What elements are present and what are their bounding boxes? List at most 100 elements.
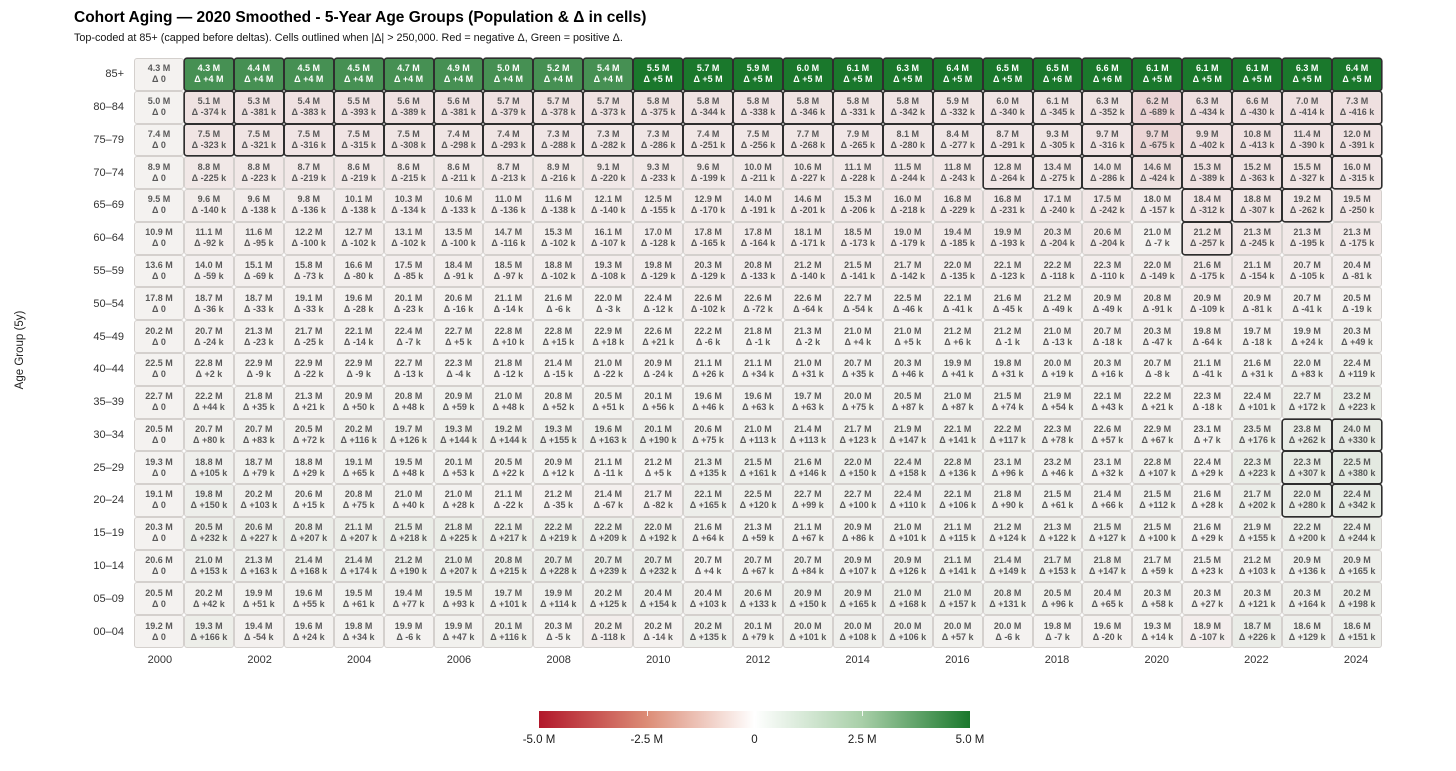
cell-delta: Δ +63 k [792,402,824,413]
cell-population: 21.7 M [644,489,672,500]
colorbar-tick-label: 0 [751,734,758,746]
cell-delta: Δ +64 k [692,533,724,544]
cell-population: 5.9 M [746,63,770,74]
cell-delta: Δ -689 k [1140,107,1175,118]
cell-delta: Δ +101 k [889,533,927,544]
cell-delta: Δ -286 k [1090,172,1125,183]
cell-population: 20.5 M [594,391,622,402]
cell-delta: Δ +4 M [244,74,274,85]
cell-delta: Δ +5 k [445,336,472,347]
cell-delta: Δ -316 k [1090,139,1125,150]
cell-delta: Δ -1 k [995,336,1020,347]
cell-delta: Δ -14 k [343,336,374,347]
cell-delta: Δ +67 k [742,566,774,577]
cell-delta: Δ -138 k [541,205,576,216]
cell-delta: Δ -251 k [690,139,726,150]
cell-population: 21.1 M [594,456,622,467]
cell-population: 20.9 M [844,522,872,533]
cell-delta: Δ -240 k [1040,205,1075,216]
cell-population: 6.1 M [1046,96,1069,107]
cell-delta: Δ +99 k [792,500,824,511]
cell-population: 7.7 M [796,128,820,139]
cell-population: 18.4 M [444,260,473,271]
cell-delta: Δ +244 k [1338,533,1376,544]
cell-population: 20.5 M [145,423,173,434]
cell-population: 19.6 M [694,391,722,402]
cell-delta: Δ +75 k [342,500,375,511]
cell-delta: Δ -92 k [194,238,224,249]
cell-population: 4.7 M [397,63,420,74]
cell-delta: Δ +153 k [190,566,228,577]
cell-population: 22.5 M [145,358,173,369]
cell-delta: Δ 0 [151,271,166,282]
cell-population: 14.6 M [794,194,822,205]
cell-population: 8.9 M [547,161,570,172]
age-group-label: 40–44 [93,363,124,376]
cell-population: 22.2 M [195,391,223,402]
cell-delta: Δ +34 k [742,369,774,380]
cell-population: 12.5 M [644,194,672,205]
cell-population: 21.7 M [294,325,323,336]
cell-population: 5.8 M [746,96,770,107]
cell-population: 21.7 M [1043,555,1072,566]
cell-delta: Δ -5 k [546,631,571,642]
cell-population: 20.6 M [444,292,473,303]
cell-population: 5.1 M [197,96,221,107]
cell-delta: Δ +105 k [190,467,228,478]
cell-delta: Δ -213 k [491,172,526,183]
cell-delta: Δ +342 k [1338,500,1376,511]
cell-population: 20.2 M [594,620,622,631]
cell-delta: Δ +18 k [592,336,625,347]
cell-delta: Δ -275 k [1040,172,1075,183]
cell-population: 19.9 M [544,587,573,598]
cell-delta: Δ +2 k [195,369,223,380]
cell-population: 19.7 M [494,587,523,598]
cell-delta: Δ +5 M [1242,74,1272,85]
cell-population: 21.5 M [1143,489,1172,500]
cell-population: 21.9 M [1043,391,1072,402]
cell-delta: Δ +21 k [642,336,675,347]
cell-delta: Δ +48 k [392,402,425,413]
cell-population: 21.7 M [894,260,922,271]
cell-population: 19.7 M [394,423,423,434]
cell-population: 20.6 M [294,489,323,500]
cell-population: 21.0 M [943,587,972,598]
cell-delta: Δ +262 k [1288,434,1326,445]
cell-delta: Δ +5 M [893,74,923,85]
cell-population: 20.9 M [544,456,573,467]
cell-delta: Δ +280 k [1288,500,1326,511]
cell-delta: Δ +5 M [843,74,873,85]
cell-population: 22.6 M [694,292,722,303]
cell-delta: Δ -219 k [291,172,326,183]
cell-delta: Δ +121 k [1238,598,1276,609]
